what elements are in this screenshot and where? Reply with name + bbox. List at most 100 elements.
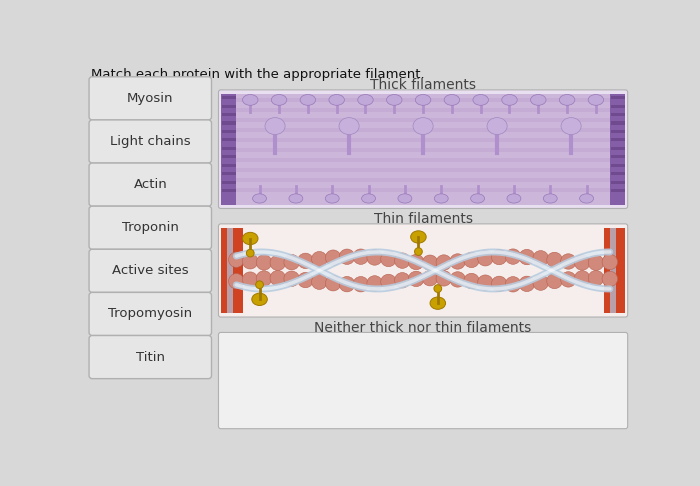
- Circle shape: [270, 255, 286, 270]
- Bar: [222, 156, 235, 158]
- Ellipse shape: [242, 94, 258, 105]
- Circle shape: [381, 274, 396, 290]
- Circle shape: [326, 276, 341, 291]
- Circle shape: [395, 253, 410, 268]
- Bar: [237, 128, 610, 132]
- Bar: [610, 94, 625, 205]
- Bar: [222, 96, 235, 99]
- Circle shape: [436, 271, 452, 286]
- Bar: [222, 139, 235, 141]
- Bar: [237, 169, 610, 172]
- Bar: [222, 164, 235, 167]
- Bar: [222, 189, 235, 192]
- Ellipse shape: [362, 194, 375, 203]
- Bar: [237, 189, 610, 192]
- Bar: [222, 104, 235, 107]
- Text: Thin filaments: Thin filaments: [374, 212, 472, 226]
- Text: Neither thick nor thin filaments: Neither thick nor thin filaments: [314, 321, 532, 335]
- Ellipse shape: [413, 118, 433, 135]
- Bar: [237, 178, 610, 182]
- Circle shape: [242, 272, 258, 287]
- Bar: [610, 156, 624, 158]
- Bar: [237, 108, 610, 112]
- Circle shape: [270, 271, 286, 286]
- Circle shape: [414, 248, 422, 256]
- Text: Thick filaments: Thick filaments: [370, 78, 476, 92]
- Circle shape: [408, 271, 424, 287]
- Bar: [237, 119, 610, 122]
- Bar: [237, 94, 610, 205]
- Circle shape: [463, 273, 480, 289]
- Circle shape: [588, 271, 604, 286]
- FancyBboxPatch shape: [89, 163, 211, 206]
- FancyBboxPatch shape: [218, 224, 628, 317]
- Circle shape: [491, 276, 507, 292]
- Circle shape: [326, 250, 341, 265]
- Circle shape: [340, 277, 355, 292]
- Bar: [237, 148, 610, 152]
- Bar: [610, 164, 624, 167]
- Circle shape: [256, 281, 263, 289]
- Circle shape: [602, 254, 617, 270]
- Ellipse shape: [531, 94, 546, 105]
- FancyBboxPatch shape: [218, 332, 628, 429]
- Bar: [610, 181, 624, 184]
- Circle shape: [602, 271, 617, 287]
- FancyBboxPatch shape: [89, 293, 211, 335]
- FancyBboxPatch shape: [89, 206, 211, 249]
- Circle shape: [434, 285, 442, 293]
- Circle shape: [561, 272, 576, 287]
- FancyBboxPatch shape: [89, 249, 211, 293]
- Circle shape: [561, 254, 576, 269]
- Text: Myosin: Myosin: [127, 92, 174, 105]
- Circle shape: [450, 254, 466, 269]
- Bar: [227, 228, 233, 313]
- Circle shape: [436, 255, 452, 270]
- Bar: [222, 172, 235, 175]
- Bar: [237, 98, 610, 102]
- Ellipse shape: [289, 194, 303, 203]
- Ellipse shape: [252, 293, 267, 306]
- Bar: [237, 139, 610, 142]
- Circle shape: [367, 250, 382, 265]
- Bar: [222, 181, 235, 184]
- Ellipse shape: [386, 94, 402, 105]
- Circle shape: [422, 271, 438, 286]
- Text: Tropomyosin: Tropomyosin: [108, 308, 192, 320]
- Circle shape: [246, 249, 254, 257]
- FancyBboxPatch shape: [89, 335, 211, 379]
- Ellipse shape: [444, 94, 460, 105]
- Text: Troponin: Troponin: [122, 221, 178, 234]
- Circle shape: [575, 255, 590, 270]
- Circle shape: [381, 251, 396, 267]
- Circle shape: [547, 273, 562, 289]
- Circle shape: [575, 271, 590, 286]
- Ellipse shape: [434, 194, 448, 203]
- Circle shape: [256, 271, 272, 286]
- Bar: [222, 147, 235, 150]
- Ellipse shape: [559, 94, 575, 105]
- Bar: [610, 189, 624, 192]
- Ellipse shape: [326, 194, 340, 203]
- Bar: [610, 172, 624, 175]
- Text: Active sites: Active sites: [112, 264, 188, 278]
- Circle shape: [547, 252, 562, 268]
- FancyBboxPatch shape: [218, 90, 628, 208]
- Circle shape: [422, 255, 438, 270]
- Ellipse shape: [415, 94, 430, 105]
- Text: Titin: Titin: [136, 350, 164, 364]
- Circle shape: [256, 255, 272, 270]
- Circle shape: [450, 272, 466, 287]
- FancyBboxPatch shape: [89, 77, 211, 120]
- Circle shape: [298, 272, 313, 288]
- Circle shape: [519, 276, 535, 292]
- Circle shape: [353, 249, 369, 264]
- Bar: [610, 122, 624, 124]
- Circle shape: [312, 251, 327, 267]
- Circle shape: [353, 277, 369, 292]
- Circle shape: [408, 254, 424, 270]
- Text: Actin: Actin: [134, 178, 167, 191]
- Bar: [610, 96, 624, 99]
- Circle shape: [242, 254, 258, 269]
- Bar: [603, 228, 625, 313]
